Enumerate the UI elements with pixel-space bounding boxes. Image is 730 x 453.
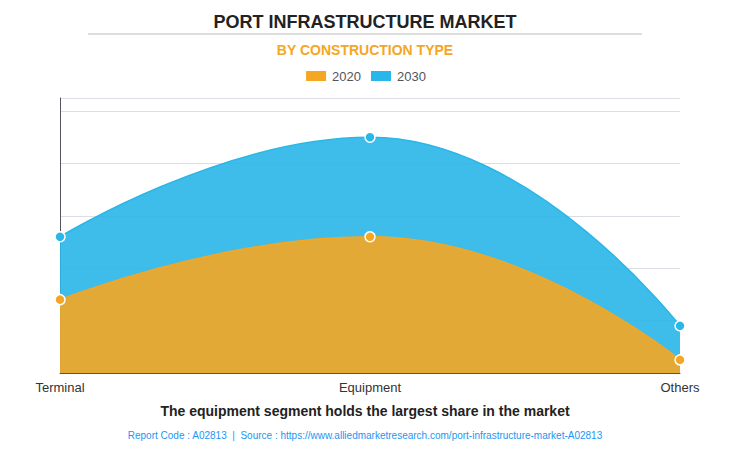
svg-text:PORT INFRASTRUCTURE MARKET: PORT INFRASTRUCTURE MARKET bbox=[214, 12, 517, 32]
svg-text:Equipment: Equipment bbox=[339, 380, 402, 395]
svg-text:2020: 2020 bbox=[332, 69, 361, 84]
svg-text:Others: Others bbox=[660, 380, 700, 395]
svg-text:2030: 2030 bbox=[397, 69, 426, 84]
svg-text:Terminal: Terminal bbox=[35, 380, 84, 395]
svg-text:Report Code : A02813 | Sourc: Report Code : A02813 | Source : https://… bbox=[128, 430, 603, 441]
svg-text:The equipment segment holds th: The equipment segment holds the largest … bbox=[160, 403, 570, 419]
svg-text:BY CONSTRUCTION TYPE: BY CONSTRUCTION TYPE bbox=[277, 42, 453, 58]
